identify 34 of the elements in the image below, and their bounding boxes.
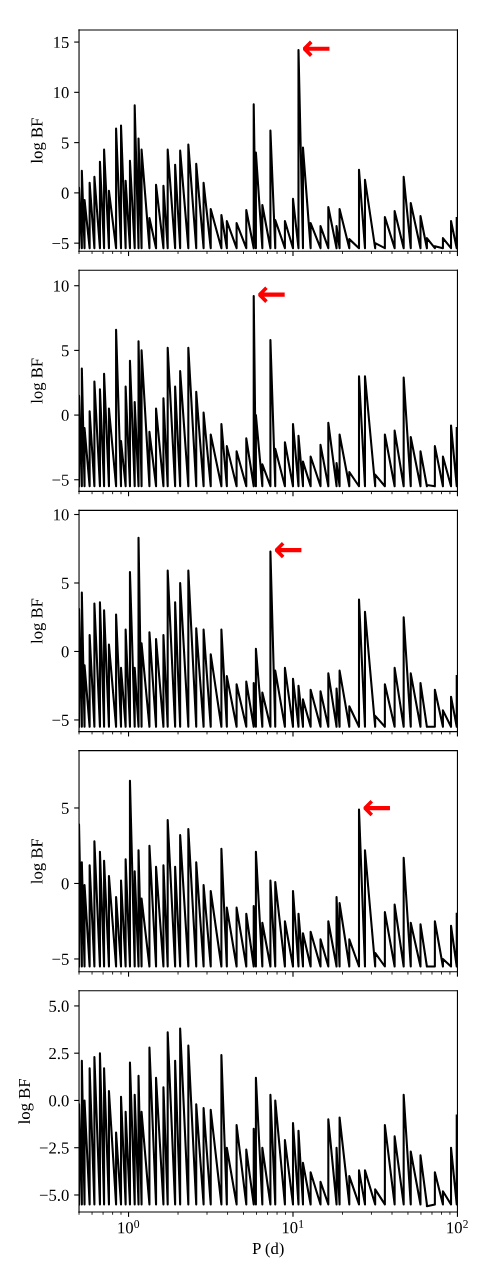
y-tick-label: −5.0 bbox=[39, 1189, 69, 1201]
x-tick-label: 10$^{2}$ bbox=[447, 1220, 468, 1234]
y-axis-title: log BF bbox=[30, 118, 47, 164]
y-tick-label: 10 bbox=[54, 280, 69, 292]
y-tick-label: 0 bbox=[61, 878, 69, 890]
y-tick-label: 15 bbox=[54, 36, 69, 49]
y-tick-label: 5 bbox=[61, 577, 69, 589]
y-tick-label: −5 bbox=[52, 714, 69, 726]
y-tick-label: 5 bbox=[61, 345, 69, 357]
y-tick-label: 0 bbox=[61, 409, 69, 422]
y-tick-label: 5.0 bbox=[49, 1000, 69, 1012]
y-tick-label: 5 bbox=[61, 137, 69, 149]
annotation: ← bbox=[303, 40, 330, 57]
y-tick-label: 5 bbox=[61, 802, 69, 814]
y-tick-label: 0 bbox=[61, 187, 69, 199]
y-tick-label: 10 bbox=[54, 509, 69, 521]
annotation: ← bbox=[258, 286, 285, 303]
y-tick-label: −5 bbox=[52, 238, 69, 250]
y-axis-title: log BF bbox=[30, 838, 47, 884]
x-axis-title: P (d) bbox=[252, 1242, 284, 1258]
y-tick-label: −2.5 bbox=[39, 1142, 69, 1154]
annotation: ← bbox=[274, 541, 302, 559]
x-tick-label: 10$^{0}$ bbox=[118, 1220, 140, 1234]
y-axis-title: log BF bbox=[18, 1079, 34, 1124]
y-tick-label: 0 bbox=[61, 646, 69, 658]
y-tick-label: 2.5 bbox=[49, 1047, 69, 1060]
annotation: ← bbox=[363, 799, 390, 817]
y-tick-label: 10 bbox=[54, 87, 69, 99]
y-tick-label: 0.0 bbox=[49, 1095, 69, 1107]
y-tick-label: −5 bbox=[52, 474, 69, 486]
x-tick-label: 10$^{1}$ bbox=[282, 1220, 304, 1234]
y-axis-title: log BF bbox=[30, 358, 47, 404]
y-tick-label: −5 bbox=[52, 953, 69, 965]
y-axis-title: log BF bbox=[30, 598, 47, 644]
